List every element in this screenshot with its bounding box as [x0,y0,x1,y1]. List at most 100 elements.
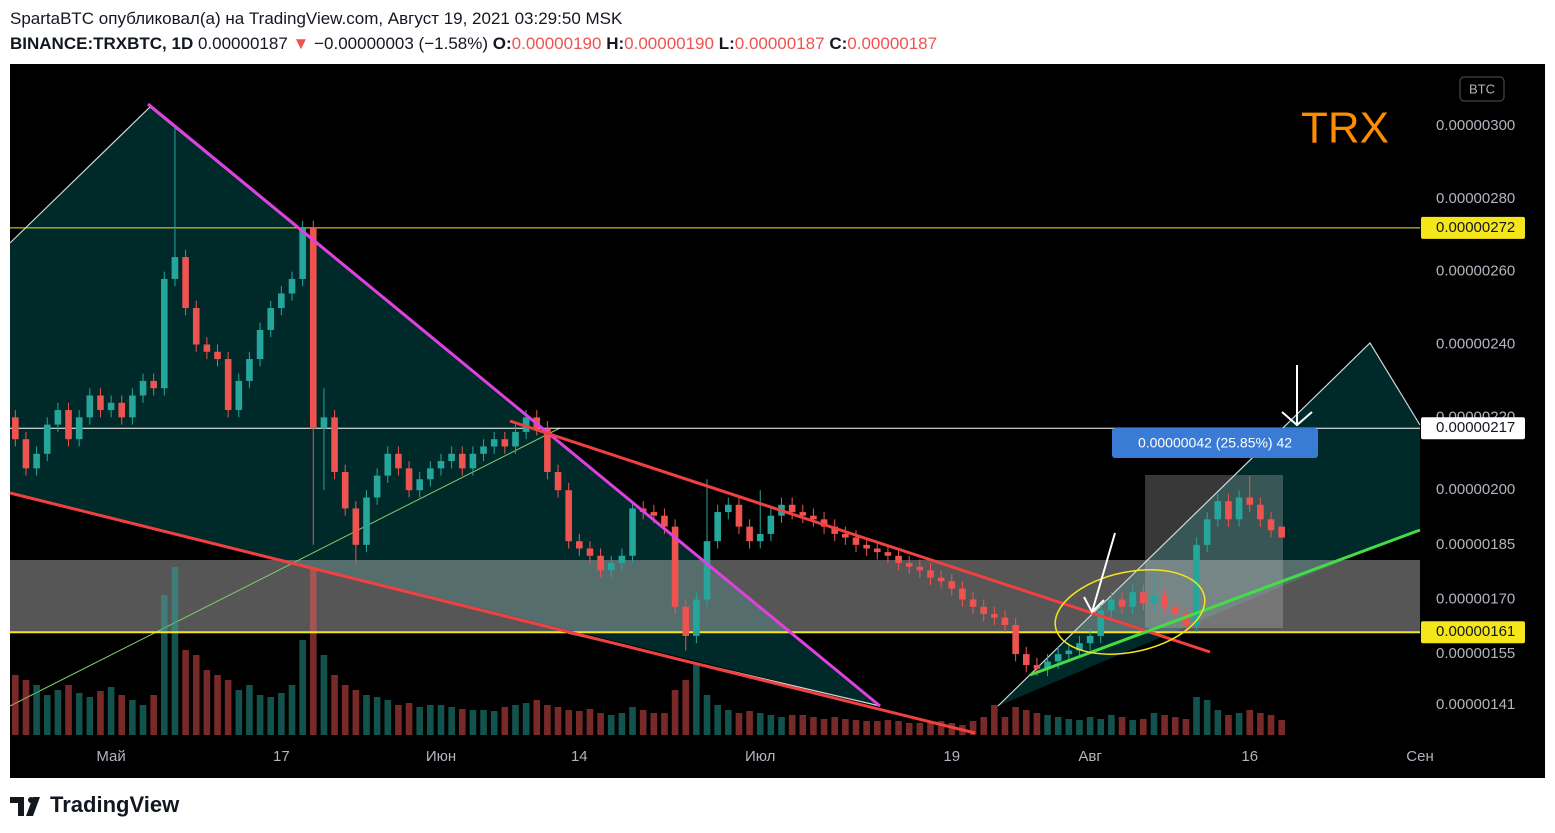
trend-line [1029,528,1421,677]
candle-body [554,471,562,491]
c-label: C: [829,34,848,53]
currency: BTC [1469,81,1495,96]
volume-bar [256,695,264,735]
candle-body [650,512,658,516]
volume-bar [1278,720,1285,735]
volume-bar [746,711,753,735]
volume-bar [863,721,870,735]
x-tick-label: Май [96,748,125,765]
candle-body [788,504,796,513]
candle-body [107,402,115,411]
h-label: H: [606,34,625,53]
o-value: 0.00000190 [511,34,602,53]
currency-box [1459,76,1505,102]
volume-bar [533,700,541,735]
candle-body [565,490,572,542]
volume-bar [767,715,775,735]
candle-body [1086,635,1094,644]
candle-body [820,519,828,527]
chart-background [10,64,1545,778]
volume-bar [916,723,924,735]
triangle-fill [10,107,880,706]
volume-bar [341,685,349,735]
candle-body [501,439,509,447]
volume-bar [980,717,987,735]
candle-body [1278,526,1285,538]
volume-bar [1182,719,1190,735]
volume-bar [1076,720,1083,735]
candle-body [1246,497,1254,505]
volume-bar [427,705,434,735]
volume-bar [22,680,30,735]
candle-body [171,257,179,279]
candle-body [714,512,721,542]
volume-bar [842,719,849,735]
volume-bar [118,695,126,735]
volume-bar [820,719,828,735]
candle-body [1140,592,1147,604]
volume-bar [480,710,487,735]
candle-body [448,453,455,462]
level-label: 0.00000217 [1436,419,1515,436]
volume-bar [1193,697,1200,735]
volume-bar [161,595,168,735]
candle-body [288,278,296,294]
change: −0.00000003 (−1.58%) [314,34,489,53]
candle-body [405,468,413,491]
l-value: 0.00000187 [734,34,825,53]
volume-bar [512,705,519,735]
trend-line [9,491,976,735]
volume-bar [182,650,189,735]
volume-bar [927,723,934,735]
volume-bar [299,640,306,735]
candle-body [54,410,62,425]
candle-body [586,548,594,556]
o-label: O: [492,34,512,53]
y-tick-label: 0.00000155 [1436,645,1515,662]
last-price: 0.00000187 [197,34,288,53]
volume-bar [75,693,83,735]
volume-bar [171,567,179,735]
candle-body [1065,650,1073,655]
candle-body [799,512,807,516]
volume-bar [554,707,562,735]
candle-body [810,515,817,520]
x-tick-label: 16 [1241,748,1258,765]
header: SpartaBTC опубликовал(а) на TradingView.… [10,6,937,56]
volume-bar [203,670,211,735]
x-tick-label: 14 [571,748,588,765]
candle-body [1171,606,1179,615]
candle-body [1214,501,1222,520]
volume-bar [458,709,466,735]
y-tick-label: 0.00000141 [1436,696,1515,713]
candle-body [246,359,253,381]
y-tick-label: 0.00000185 [1436,536,1515,553]
overlay-drawings: 0.00000042 (25.85%) 42 TRX BTC [9,76,1505,735]
volume-bar [948,723,956,735]
volume-bar [1033,713,1041,735]
candle-body [735,504,743,527]
volume-bar [1022,710,1030,735]
volume-bar [639,710,647,735]
candle-body [224,359,232,411]
volume-bar [1001,717,1009,735]
volume-layer [12,567,1285,735]
candle-body [182,257,189,309]
candle-body [1203,519,1211,545]
candle-body [1108,599,1115,611]
candle-body [86,395,94,418]
volume-bar [788,715,796,735]
candle-body [469,453,477,469]
l-label: L: [718,34,735,53]
candle-body [33,453,40,469]
candle-body [1267,519,1275,531]
volume-bar [544,705,551,735]
candle-body [597,555,604,571]
candle-body [1097,610,1105,636]
candle-body [1193,544,1200,625]
volume-bar [1235,713,1243,735]
volume-bar [1267,715,1275,735]
volume-bar [682,680,690,735]
trend-line [509,419,1211,654]
volume-bar [224,680,232,735]
